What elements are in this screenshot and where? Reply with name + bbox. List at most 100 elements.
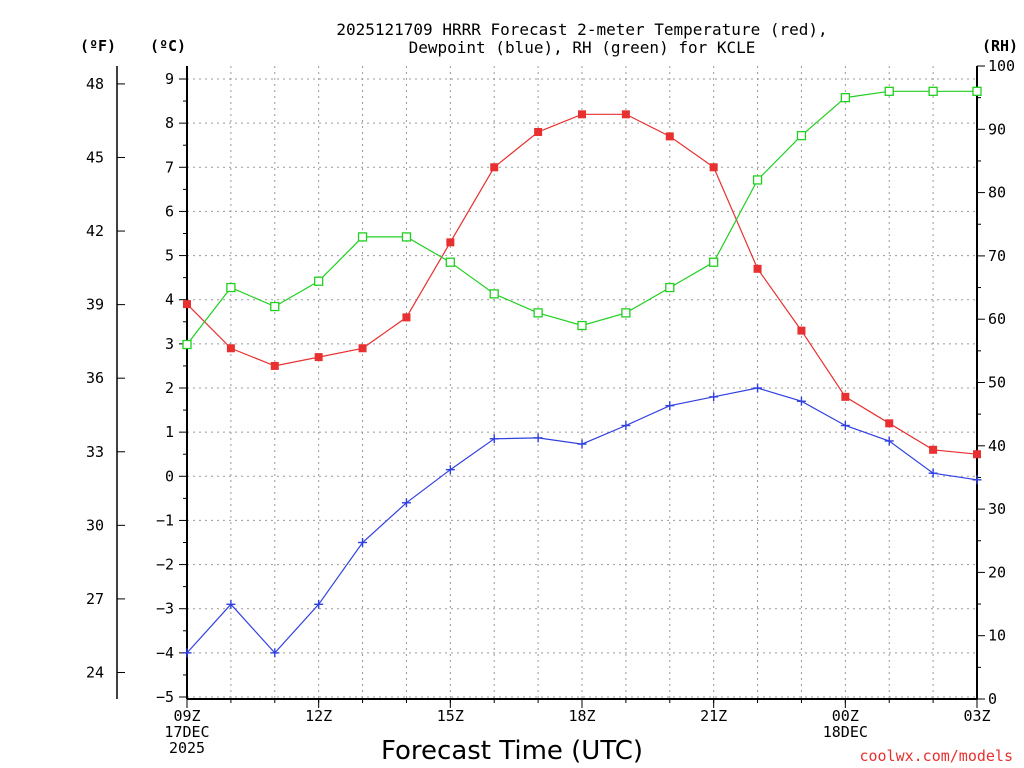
rh-tick-label: 50 [988,374,1006,392]
x-tick-label: 03Z [963,707,990,725]
temperature-point [841,392,850,401]
fahrenheit-tick-label: 24 [86,663,104,681]
dewpoint-point [533,433,543,443]
series [182,86,982,658]
dewpoint-point [709,392,719,402]
rh-point [884,86,894,96]
temperature-point [402,313,411,322]
temperature-point [226,344,235,353]
celsius-tick-label: 4 [165,291,174,309]
rh-tick-label: 80 [988,184,1006,202]
rh-point [226,282,236,293]
dewpoint-point [577,439,587,449]
fahrenheit-tick-label: 30 [86,516,104,534]
rh-tick-label: 40 [988,437,1006,455]
fahrenheit-tick-label: 36 [86,369,104,387]
celsius-tick-label: 5 [165,247,174,265]
rh-point [796,130,807,141]
series-rh [182,86,982,350]
dewpoint-point [445,465,455,475]
temperature-point [929,445,938,454]
fahrenheit-tick-label: 45 [86,148,104,166]
chart-title-line-1: 2025121709 HRRR Forecast 2-meter Tempera… [336,20,827,39]
celsius-tick-label: −3 [156,600,174,618]
rh-point [357,232,368,242]
temperature-point [358,344,367,353]
rh-point [972,86,982,96]
temperature-point [621,110,630,119]
rh-tick-label: 30 [988,500,1006,518]
rh-point [182,339,192,350]
fahrenheit-tick-label: 39 [86,296,104,314]
rh-point [489,289,499,299]
grid [187,66,977,699]
dewpoint-point [753,383,763,393]
dewpoint-point [972,475,982,485]
dewpoint-point [401,498,411,508]
dewpoint-point [489,434,499,444]
celsius-tick-label: 0 [165,467,174,485]
celsius-tick-label: 6 [165,202,174,220]
dewpoint-point [226,599,236,609]
x-tick-label: 17DEC [164,723,209,741]
celsius-tick-label: 1 [165,423,174,441]
celsius-tick-label: 9 [165,70,174,88]
rh-point [577,320,587,331]
x-tick-label: 15Z [437,707,464,725]
rh-point [752,175,763,185]
x-tick-label: 2025 [169,739,205,757]
celsius-tick-label: −1 [156,511,174,529]
x-tick-label: 00Z [832,707,859,725]
celsius-tick-label: −5 [156,688,174,706]
rh-point [665,282,675,293]
x-tick-label: 18DEC [823,723,868,741]
dewpoint-point [314,599,324,609]
celsius-tick-label: −2 [156,556,174,574]
celsius-unit-label: (ºC) [150,37,186,55]
temperature-point [490,163,499,172]
rh-point [928,86,938,96]
rh-point [401,232,412,242]
rh-tick-label: 70 [988,247,1006,265]
dewpoint-point [358,538,368,547]
dewpoint-point [182,648,192,658]
celsius-tick-label: 3 [165,335,174,353]
credit-text: coolwx.com/models [859,747,1013,765]
fahrenheit-tick-label: 27 [86,590,104,608]
temperature-point [885,419,894,428]
temperature-point [797,326,806,335]
series-temperature [183,110,981,459]
x-tick-label: 09Z [173,707,200,725]
x-tick-label: 21Z [700,707,727,725]
rh-point [314,276,324,286]
temperature-point [314,353,323,362]
rh-point [270,301,280,312]
rh-tick-label: 20 [988,563,1006,581]
dewpoint-point [796,396,806,406]
rh-tick-label: 0 [988,690,997,708]
dewpoint-point [665,401,675,411]
rh-point [621,308,631,318]
dewpoint-point [840,421,850,431]
rh-point [533,308,543,318]
rh-point [709,257,719,267]
dewpoint-point [884,436,894,446]
celsius-tick-label: 8 [165,114,174,132]
fahrenheit-tick-label: 42 [86,222,104,240]
celsius-tick-label: 7 [165,158,174,176]
fahrenheit-unit-label: (ºF) [80,37,116,55]
chart-title: 2025121709 HRRR Forecast 2-meter Tempera… [336,20,827,57]
x-tick-label: 12Z [305,707,332,725]
rh-tick-label: 90 [988,120,1006,138]
dewpoint-point [270,648,280,658]
chart-title-line-2: Dewpoint (blue), RH (green) for KCLE [409,38,756,57]
temperature-point [446,238,455,247]
x-axis-label: Forecast Time (UTC) [381,736,643,766]
fahrenheit-tick-label: 33 [86,443,104,461]
temperature-point [578,110,586,119]
rh-tick-label: 60 [988,310,1006,328]
x-tick-label: 18Z [568,707,595,725]
rh-unit-label: (RH) [982,37,1018,55]
rh-tick-label: 10 [988,627,1006,645]
